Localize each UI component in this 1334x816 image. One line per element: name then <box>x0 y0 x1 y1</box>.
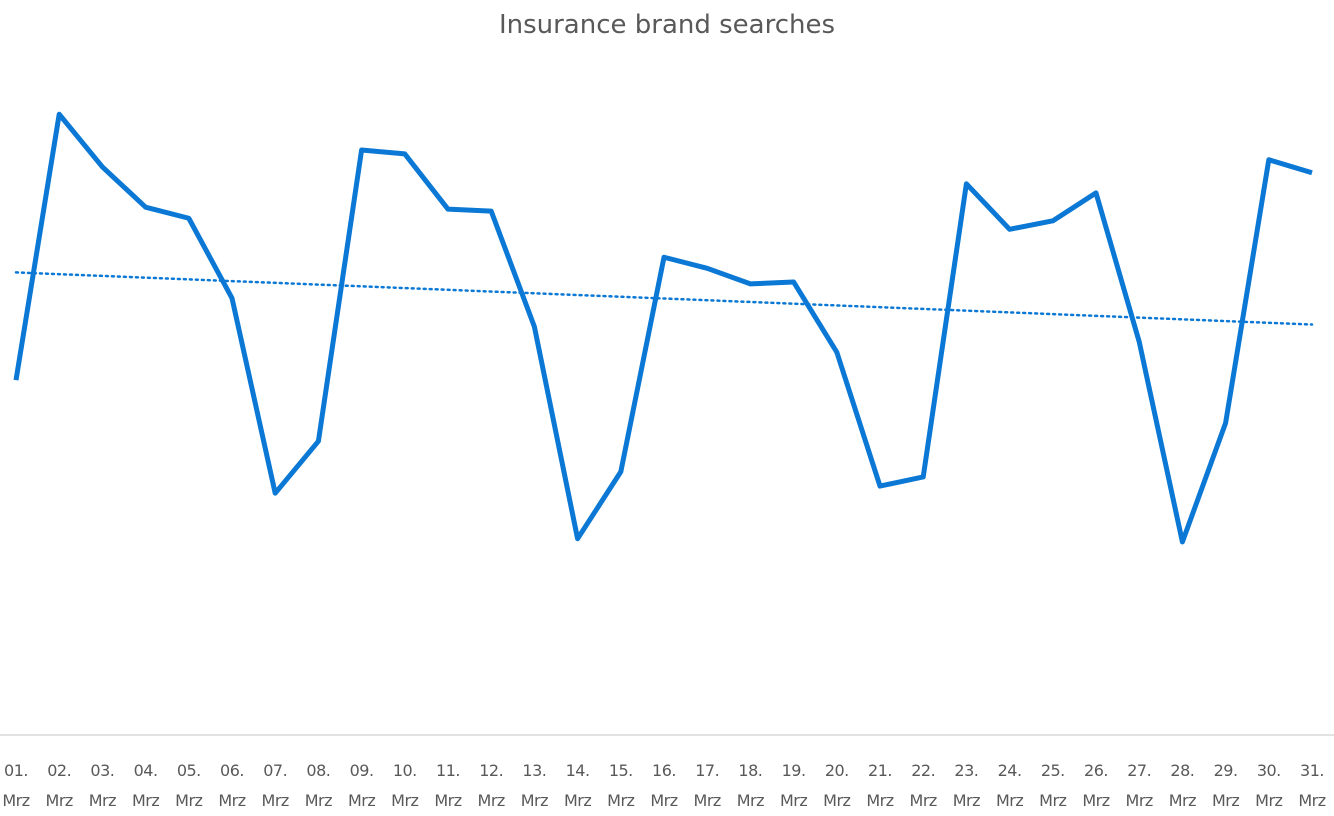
x-tick-label: 29. Mrz <box>1211 761 1240 810</box>
x-tick-label: 04. Mrz <box>131 761 160 810</box>
x-tick-label: 15. Mrz <box>607 761 635 810</box>
x-tick-label: 12. Mrz <box>477 761 506 810</box>
x-tick-label: 02. Mrz <box>45 761 74 810</box>
chart-title: Insurance brand searches <box>498 10 836 40</box>
x-tick-label: 14. Mrz <box>563 761 592 810</box>
x-tick-label: 11. Mrz <box>434 761 462 810</box>
trendline <box>14 271 1314 326</box>
x-tick-label: 28. Mrz <box>1168 761 1197 810</box>
x-tick-label: 22. Mrz <box>909 761 938 810</box>
x-tick-label: 03. Mrz <box>88 761 117 810</box>
x-tick-label: 17. Mrz <box>693 761 722 810</box>
x-tick-label: 30. Mrz <box>1255 761 1283 810</box>
x-tick-label: 05. Mrz <box>175 761 203 810</box>
x-tick-label: 20. Mrz <box>823 761 851 810</box>
x-tick-label: 27. Mrz <box>1125 761 1154 810</box>
x-tick-label: 24. Mrz <box>995 761 1024 810</box>
x-tick-label: 23. Mrz <box>952 761 981 810</box>
x-tick-label: 07. Mrz <box>261 761 290 810</box>
x-tick-label: 18. Mrz <box>736 761 765 810</box>
x-tick-label: 26. Mrz <box>1082 761 1110 810</box>
x-tick-label: 10. Mrz <box>391 761 419 810</box>
x-tick-label: 21. Mrz <box>866 761 894 810</box>
x-tick-label: 13. Mrz <box>520 761 549 810</box>
x-tick-label: 19. Mrz <box>779 761 808 810</box>
x-tick-label: 06. Mrz <box>218 761 246 810</box>
x-tick-label: 31. Mrz <box>1298 761 1326 810</box>
line <box>13 111 1313 545</box>
x-tick-label: 01. Mrz <box>2 761 30 810</box>
x-tick-label: 16. Mrz <box>650 761 678 810</box>
x-tick-label: 08. Mrz <box>304 761 333 810</box>
x-tick-label: 09. Mrz <box>347 761 376 810</box>
x-tick-label: 25. Mrz <box>1039 761 1067 810</box>
